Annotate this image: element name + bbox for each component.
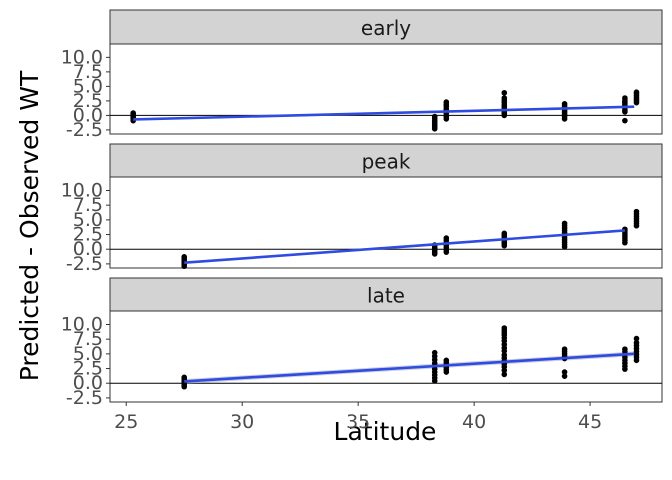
x-tick-label: 25 [114, 411, 138, 433]
data-point [633, 208, 640, 215]
y-tick-label: 5.0 [73, 75, 103, 97]
data-point [561, 369, 568, 375]
data-point [431, 349, 438, 356]
data-point [622, 95, 628, 101]
facet-strip [109, 143, 663, 178]
data-point [501, 230, 508, 237]
data-point [431, 113, 438, 120]
facet-strip-label: peak [362, 150, 411, 174]
y-tick-label: 5.0 [73, 343, 103, 365]
x-tick-label: 30 [230, 411, 254, 433]
y-tick-label: 10.0 [61, 180, 103, 202]
y-tick-label: 0.0 [73, 104, 103, 126]
data-point [501, 371, 508, 378]
facet-late: late -2.50.02.55.07.510.0 [61, 277, 663, 409]
data-point [561, 346, 568, 352]
data-points [181, 325, 640, 390]
data-point [181, 374, 188, 381]
data-point [622, 346, 628, 352]
facet-strip [109, 277, 663, 312]
x-tick-label: 45 [578, 411, 602, 433]
y-tick-label: 5.0 [73, 209, 103, 231]
y-tick-label: -2.5 [66, 253, 103, 275]
data-point [561, 373, 568, 379]
facet-strip [109, 9, 663, 45]
panel-background [109, 43, 663, 135]
data-point [633, 89, 640, 95]
panel-background [109, 176, 663, 269]
y-axis-title: Predicted - Observed WT [15, 70, 44, 381]
data-point [561, 220, 568, 227]
data-point [443, 99, 450, 105]
y-tick-label: 2.5 [73, 224, 103, 246]
data-points [130, 89, 640, 132]
x-tick-label: 40 [462, 411, 486, 433]
data-point [501, 352, 508, 358]
y-tick-label: 0.0 [73, 372, 103, 394]
y-tick-label: 2.5 [73, 358, 103, 380]
data-point [501, 95, 508, 101]
data-point [181, 254, 188, 260]
data-point [501, 325, 508, 331]
data-point [501, 89, 508, 96]
regression-line [133, 105, 635, 121]
facet-early: early -2.50.02.55.07.510.0 [61, 9, 663, 141]
y-tick-label: 10.0 [61, 314, 103, 336]
data-point [633, 335, 640, 342]
data-point [443, 357, 450, 364]
x-axis-title: Latitude [334, 417, 437, 446]
y-tick-label: 7.5 [73, 194, 103, 216]
regression-line [184, 352, 635, 383]
y-tick-label: 10.0 [61, 46, 103, 68]
data-point [130, 110, 136, 116]
x-tick-label: 35 [346, 411, 370, 433]
data-point [561, 101, 568, 107]
y-tick-label: -2.5 [66, 119, 103, 141]
y-tick-label: 7.5 [73, 61, 103, 83]
data-point [633, 339, 640, 346]
facet-strip-label: late [367, 284, 405, 308]
facet-peak: peak -2.50.02.55.07.510.0 [61, 143, 663, 275]
data-point [443, 235, 450, 241]
y-tick-label: 2.5 [73, 90, 103, 112]
y-tick-label: -2.5 [66, 387, 103, 409]
y-tick-label: 7.5 [73, 328, 103, 350]
regression-line [184, 229, 625, 265]
facet-strip-label: early [361, 16, 411, 40]
y-tick-label: 0.0 [73, 238, 103, 260]
data-point [622, 117, 628, 124]
